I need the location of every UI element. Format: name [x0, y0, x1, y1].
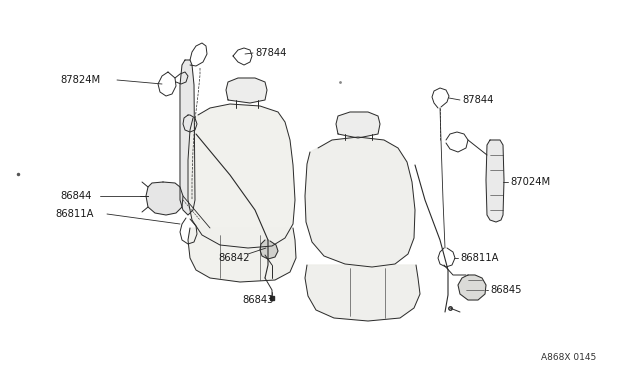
Text: 86844: 86844 — [60, 191, 92, 201]
Text: A868X 0145: A868X 0145 — [541, 353, 596, 362]
Polygon shape — [226, 78, 267, 103]
Polygon shape — [458, 275, 486, 300]
Polygon shape — [305, 137, 415, 267]
Polygon shape — [260, 240, 278, 259]
Polygon shape — [188, 228, 296, 282]
Text: 86845: 86845 — [490, 285, 522, 295]
Polygon shape — [305, 265, 420, 321]
Polygon shape — [486, 140, 504, 222]
Text: 87824M: 87824M — [60, 75, 100, 85]
Text: 87844: 87844 — [255, 48, 286, 58]
Text: 87024M: 87024M — [510, 177, 550, 187]
Polygon shape — [180, 60, 195, 215]
Polygon shape — [336, 112, 380, 138]
Polygon shape — [146, 182, 183, 215]
Text: 86811A: 86811A — [460, 253, 499, 263]
Text: 86811A: 86811A — [55, 209, 93, 219]
Text: 86843: 86843 — [242, 295, 273, 305]
Text: 86842: 86842 — [218, 253, 250, 263]
Polygon shape — [188, 104, 295, 248]
Text: 87844: 87844 — [462, 95, 493, 105]
